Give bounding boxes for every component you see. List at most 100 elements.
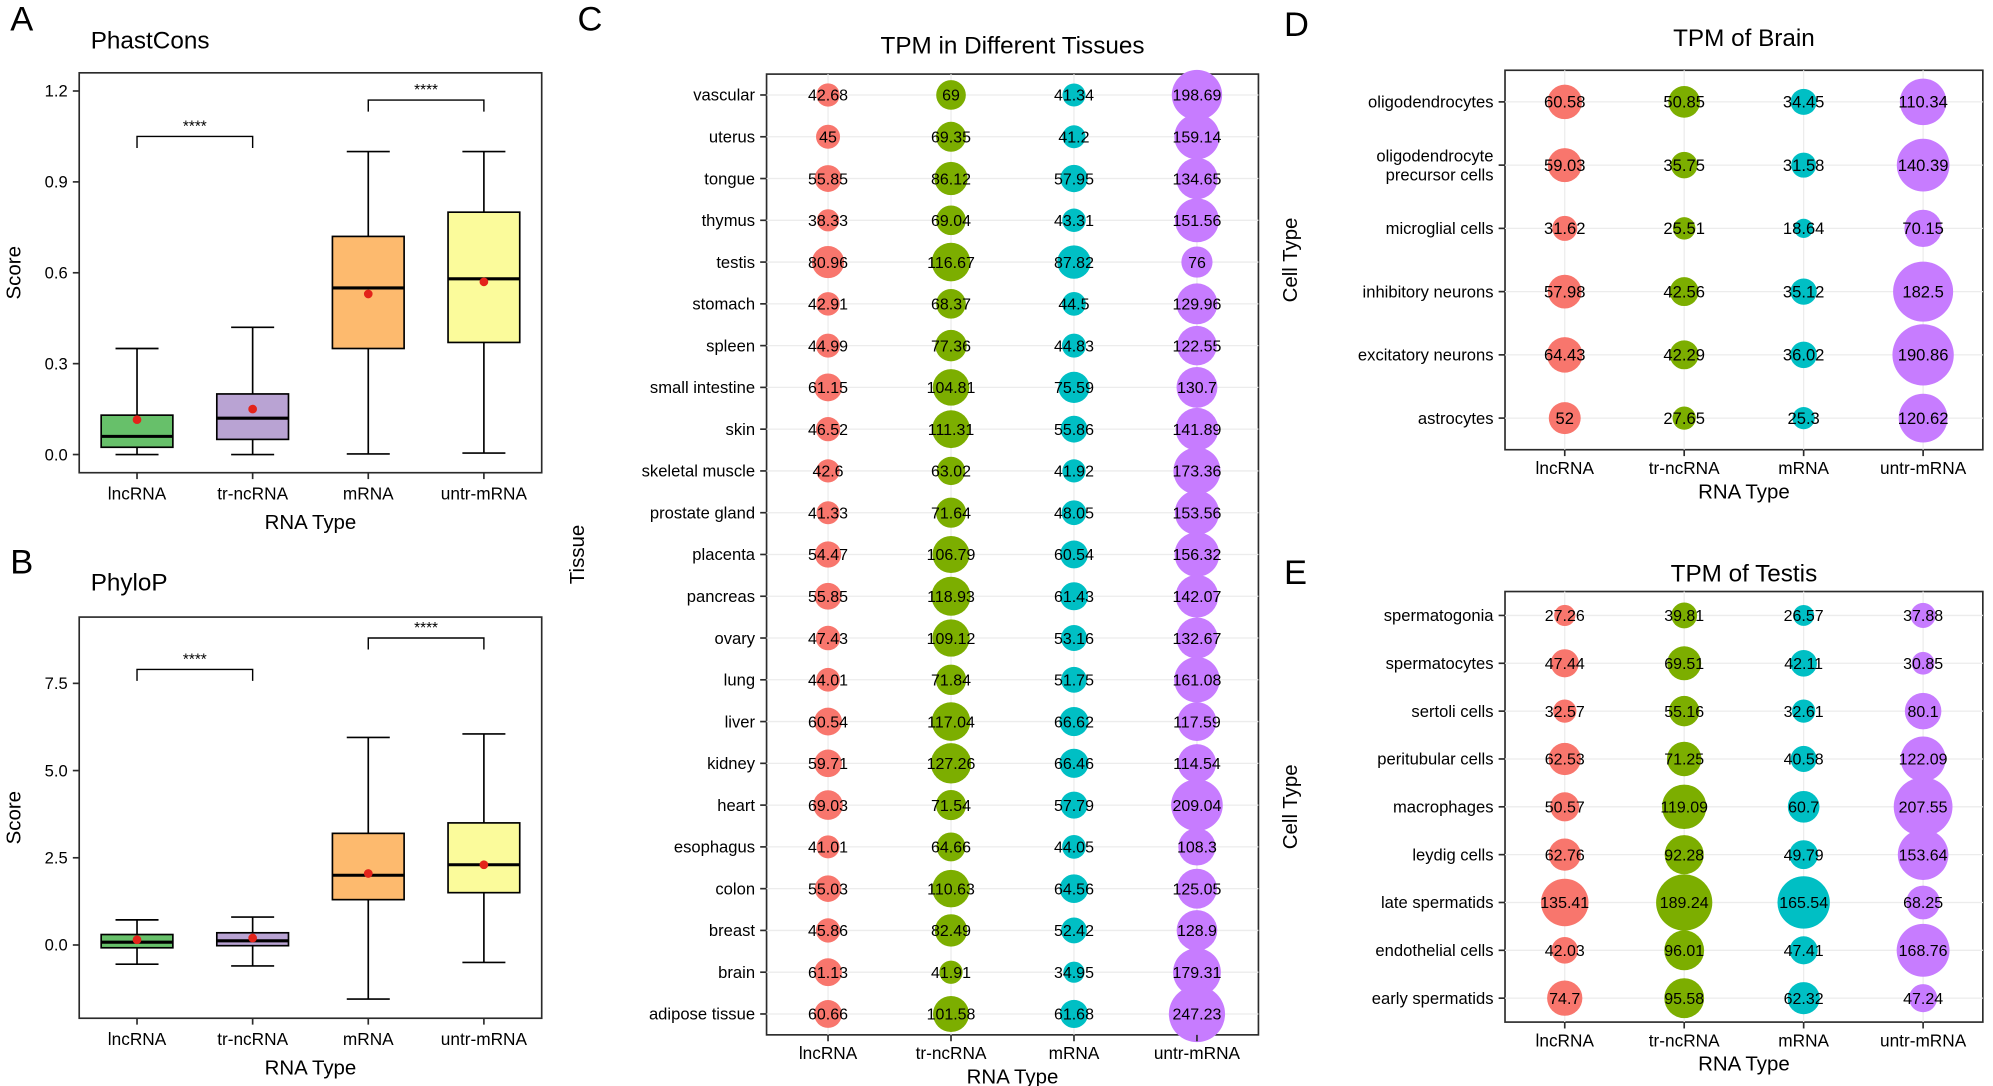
- y-axis-title: Score: [2, 791, 25, 844]
- bubble: [1897, 829, 1949, 880]
- bubble: [935, 329, 967, 362]
- bubble-value: 68.25: [1903, 895, 1943, 912]
- bubble: [1670, 151, 1698, 179]
- row-label: precursor cells: [1386, 165, 1494, 184]
- bubble: [1911, 651, 1935, 675]
- bubble-value: 42.68: [808, 88, 848, 105]
- bubble: [1181, 246, 1213, 278]
- bubble: [1790, 650, 1817, 677]
- bubble: [814, 875, 842, 902]
- bubble: [1671, 602, 1698, 629]
- significance-stars: ****: [183, 651, 207, 668]
- bubble-value: 66.46: [1054, 756, 1094, 773]
- bubble: [932, 535, 970, 574]
- bubble: [1553, 699, 1577, 723]
- bubble: [1669, 340, 1699, 370]
- row-label: testis: [716, 253, 755, 272]
- bubble-value: 64.66: [931, 840, 971, 857]
- bubble: [1546, 337, 1583, 373]
- bubble-value: 26.57: [1784, 608, 1824, 625]
- panel-phastcons: A PhastCons 0.0 0.3 0.6 0.9 1.2 lncRNA tr-ncRN…: [0, 0, 562, 543]
- bubble: [1892, 324, 1954, 386]
- bubble-value: 104.81: [927, 380, 976, 397]
- bubble-value: 42.91: [808, 297, 848, 314]
- bubble: [1664, 978, 1705, 1019]
- bubble-value: 59.71: [808, 756, 848, 773]
- bubble: [936, 205, 966, 236]
- mean-dot: [479, 860, 489, 870]
- bubble-value: 71.54: [931, 798, 971, 815]
- bubble: [1910, 602, 1936, 628]
- bubble: [1062, 291, 1086, 316]
- bubble: [1173, 948, 1221, 997]
- bubble-value: 31.58: [1783, 156, 1825, 175]
- significance-bracket: [367, 99, 485, 112]
- bubble-value: 46.52: [808, 422, 848, 439]
- bubble: [1174, 490, 1220, 535]
- bubble-value: 119.09: [1660, 800, 1708, 817]
- bubble-value: 54.47: [808, 547, 848, 564]
- x-axis-title: RNA Type: [967, 1065, 1059, 1086]
- row-label: ovary: [714, 629, 755, 648]
- row-label: astrocytes: [1418, 409, 1494, 428]
- col-label: tr-ncRNA: [1649, 1030, 1720, 1050]
- bubble-value: 32.57: [1545, 704, 1585, 721]
- row-label: oligodendrocyte: [1376, 146, 1493, 165]
- bubble: [935, 497, 967, 528]
- bubble: [815, 918, 841, 943]
- bubble-value: 82.49: [931, 923, 971, 940]
- bubble: [1548, 742, 1581, 776]
- bubble-value: 71.25: [1664, 752, 1704, 769]
- bubble: [1551, 937, 1579, 964]
- bubble: [1667, 646, 1702, 681]
- bubble: [1787, 982, 1820, 1015]
- bubble-value: 52: [1556, 409, 1574, 428]
- bubble: [1789, 936, 1818, 965]
- bubble-value: 168.76: [1899, 943, 1948, 960]
- bubble: [1061, 666, 1087, 693]
- iqr-box: [447, 822, 521, 894]
- bubble-value: 156.32: [1173, 547, 1222, 564]
- row-label: sertoli cells: [1411, 702, 1493, 721]
- bubble-value: 247.23: [1173, 1007, 1222, 1024]
- bubble: [932, 410, 970, 449]
- bubble: [814, 373, 842, 402]
- plot-panel: [1504, 69, 1984, 451]
- bubble-value: 64.56: [1054, 881, 1094, 898]
- bubble: [936, 456, 966, 486]
- bubble-value: 110.34: [1898, 93, 1948, 112]
- bubble: [1175, 574, 1219, 618]
- bubble: [1904, 209, 1942, 248]
- bubble-value: 110.63: [927, 881, 975, 898]
- bubble: [816, 292, 840, 316]
- bubble: [1656, 874, 1713, 931]
- significance-bracket: [367, 637, 485, 650]
- bubble-value: 198.69: [1173, 88, 1222, 105]
- col-label: untr-mRNA: [1880, 458, 1967, 478]
- bubble-value: 122.09: [1899, 752, 1948, 769]
- brain-bubble-chart: 60.58 50.85 34.45 110.34 59.03 35.75 31.58 140.…: [1279, 69, 1984, 503]
- bubble-value: 122.55: [1173, 338, 1222, 355]
- bubble: [813, 790, 843, 820]
- bubble: [1059, 874, 1089, 903]
- bubble-value: 61.43: [1054, 589, 1094, 606]
- y-tick-label: 0.0: [45, 445, 68, 464]
- bubble: [1061, 917, 1087, 944]
- bubble: [816, 835, 840, 859]
- mean-dot: [132, 935, 142, 945]
- row-label: kidney: [707, 754, 756, 773]
- bubble: [1540, 878, 1589, 927]
- bubble: [1174, 657, 1220, 703]
- bubble: [1061, 333, 1086, 358]
- bubble-value: 76: [1188, 255, 1206, 272]
- bubble: [1909, 984, 1938, 1013]
- bubble-value: 37.88: [1903, 608, 1943, 625]
- bubble-value: 45.86: [808, 923, 848, 940]
- bubble-value: 31.62: [1544, 219, 1586, 238]
- bubble-value: 189.24: [1660, 895, 1709, 912]
- bubble-value: 57.95: [1054, 171, 1094, 188]
- row-label: spleen: [706, 336, 755, 355]
- bubble-value: 52.42: [1054, 923, 1094, 940]
- bubble: [811, 245, 845, 279]
